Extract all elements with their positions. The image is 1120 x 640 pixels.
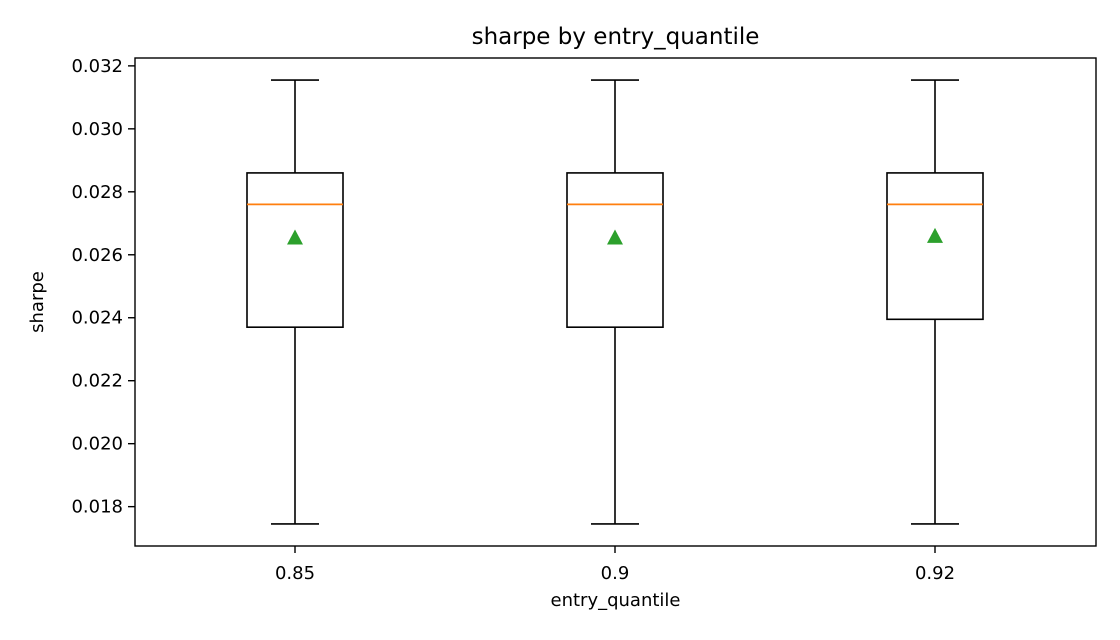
iqr-box xyxy=(566,172,664,328)
y-tick-label: 0.032 xyxy=(71,56,123,77)
y-axis-label: sharpe xyxy=(27,271,48,333)
x-axis: 0.85 0.9 0.92 xyxy=(275,546,955,584)
x-tick-label: 0.85 xyxy=(275,563,315,584)
x-tick-label: 0.9 xyxy=(601,563,630,584)
y-tick-label: 0.028 xyxy=(71,182,123,203)
box-plot-series xyxy=(246,79,984,525)
y-tick-label: 0.024 xyxy=(71,308,123,329)
mean-marker xyxy=(607,229,623,245)
y-tick-label: 0.018 xyxy=(71,497,123,518)
y-tick-label: 0.022 xyxy=(71,371,123,392)
x-axis-label: entry_quantile xyxy=(551,590,681,611)
y-tick-label: 0.030 xyxy=(71,119,123,140)
chart-title: sharpe by entry_quantile xyxy=(472,24,760,50)
y-tick-label: 0.026 xyxy=(71,245,123,266)
y-tick-label: 0.020 xyxy=(71,434,123,455)
mean-marker xyxy=(927,227,943,243)
iqr-box xyxy=(886,172,984,321)
iqr-box xyxy=(246,172,344,328)
x-tick-label: 0.92 xyxy=(915,563,955,584)
mean-marker xyxy=(287,229,303,245)
y-axis: 0.018 0.020 0.022 0.024 0.026 0.028 0.030 0.032 xyxy=(71,56,135,518)
box-0.85 xyxy=(246,79,344,525)
box-0.9 xyxy=(566,79,664,525)
box-0.92 xyxy=(886,79,984,525)
